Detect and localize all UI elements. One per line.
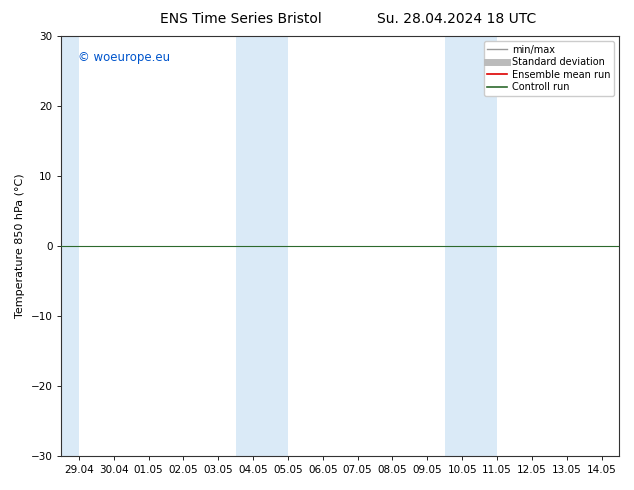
- Bar: [61, 36, 79, 456]
- Text: Su. 28.04.2024 18 UTC: Su. 28.04.2024 18 UTC: [377, 12, 536, 26]
- Bar: [445, 36, 497, 456]
- Y-axis label: Temperature 850 hPa (°C): Temperature 850 hPa (°C): [15, 174, 25, 318]
- Text: ENS Time Series Bristol: ENS Time Series Bristol: [160, 12, 322, 26]
- Bar: [236, 36, 288, 456]
- Text: © woeurope.eu: © woeurope.eu: [78, 51, 171, 64]
- Legend: min/max, Standard deviation, Ensemble mean run, Controll run: min/max, Standard deviation, Ensemble me…: [484, 41, 614, 96]
